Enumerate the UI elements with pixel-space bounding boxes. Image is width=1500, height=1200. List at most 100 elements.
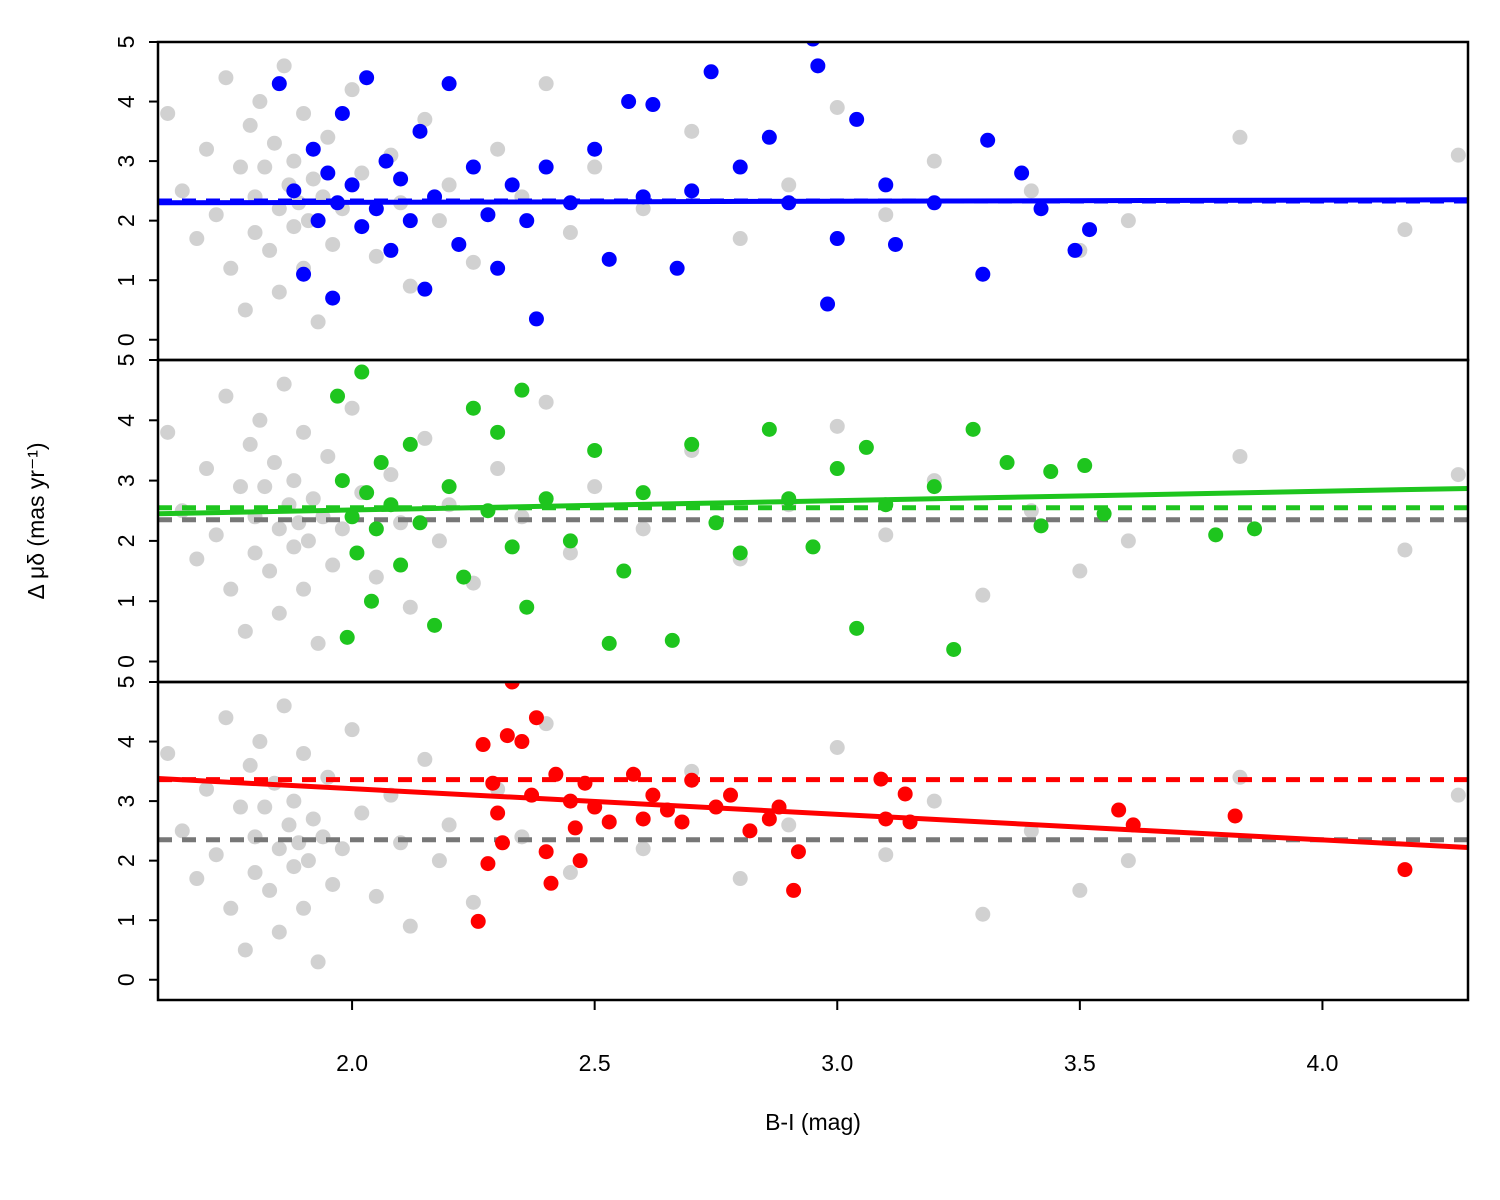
fit-line [158, 775, 1468, 851]
point [296, 266, 312, 282]
point [402, 599, 418, 615]
point [286, 183, 302, 199]
point [1232, 448, 1248, 464]
point [732, 159, 748, 175]
point [1120, 853, 1136, 869]
point [412, 515, 428, 531]
point [334, 841, 350, 857]
point [354, 805, 370, 821]
point [878, 177, 894, 193]
point [242, 757, 258, 773]
point [344, 177, 360, 193]
point [587, 479, 603, 495]
point [1208, 527, 1224, 543]
point [417, 111, 433, 127]
point [344, 722, 360, 738]
point [320, 165, 336, 181]
point [252, 94, 268, 110]
point [160, 745, 176, 761]
point [281, 817, 297, 833]
point [465, 400, 481, 416]
point [334, 473, 350, 489]
point [305, 491, 321, 507]
point [218, 710, 234, 726]
point [829, 740, 845, 756]
point [286, 473, 302, 489]
point [926, 479, 942, 495]
point [208, 207, 224, 223]
point [368, 569, 384, 585]
point [485, 775, 501, 791]
point [926, 793, 942, 809]
point [465, 894, 481, 910]
point [490, 141, 506, 157]
point [286, 793, 302, 809]
point [1067, 242, 1083, 258]
point [470, 913, 486, 929]
point [310, 213, 326, 229]
point [266, 135, 282, 151]
point [538, 76, 554, 92]
point [271, 841, 287, 857]
point [1072, 882, 1088, 898]
point [359, 485, 375, 501]
point [621, 94, 637, 110]
point [1014, 165, 1030, 181]
point [587, 159, 603, 175]
point [218, 388, 234, 404]
point [286, 219, 302, 235]
point [1033, 518, 1049, 534]
point [174, 823, 190, 839]
point [946, 641, 962, 657]
point [237, 942, 253, 958]
point [242, 117, 258, 133]
point [562, 533, 578, 549]
point [296, 581, 312, 597]
point [417, 751, 433, 767]
point [761, 811, 777, 827]
point [572, 853, 588, 869]
point [296, 900, 312, 916]
point [635, 521, 651, 537]
point [577, 775, 593, 791]
point [262, 563, 278, 579]
point [257, 799, 273, 815]
point [363, 593, 379, 609]
point [708, 515, 724, 531]
point [635, 811, 651, 827]
point [232, 479, 248, 495]
point [1096, 506, 1112, 522]
point [465, 159, 481, 175]
point [878, 527, 894, 543]
point [431, 853, 447, 869]
point [684, 183, 700, 199]
x-tick-label: 2.0 [336, 1050, 368, 1076]
point [456, 569, 472, 585]
point [325, 876, 341, 892]
fit-line [158, 197, 1468, 206]
point [402, 436, 418, 452]
point [339, 629, 355, 645]
point [300, 853, 316, 869]
point [514, 734, 530, 750]
point [242, 436, 258, 452]
point [262, 242, 278, 258]
point [305, 141, 321, 157]
point [494, 835, 510, 851]
point [926, 153, 942, 169]
point [189, 871, 205, 887]
point [266, 455, 282, 471]
point [199, 781, 215, 797]
y-tick-label: 0 [113, 655, 139, 668]
x-axis-label: B-I (mag) [765, 1109, 861, 1135]
point [189, 551, 205, 567]
point [684, 123, 700, 139]
point [887, 236, 903, 252]
point [160, 424, 176, 440]
point [684, 436, 700, 452]
point [252, 412, 268, 428]
point [538, 491, 554, 507]
point [276, 376, 292, 392]
